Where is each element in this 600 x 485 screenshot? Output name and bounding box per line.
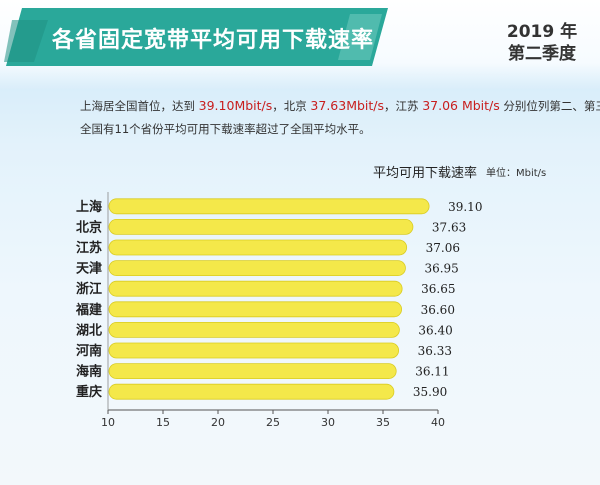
desc-value-shanghai: 39.10Mbit/s — [198, 98, 273, 113]
category-label: 海南 — [76, 364, 102, 380]
description-line-2: 全国有11个省份平均可用下载速率超过了全国平均水平。 — [80, 122, 371, 136]
category-label: 福建 — [75, 302, 102, 318]
data-label: 35.90 — [413, 385, 447, 399]
category-label: 湖北 — [76, 323, 102, 338]
data-label: 36.11 — [415, 365, 449, 379]
x-tick-label: 15 — [156, 416, 170, 429]
x-tick-label: 30 — [321, 416, 335, 429]
bar — [108, 301, 403, 318]
banner-shape — [6, 8, 388, 66]
bar — [108, 198, 430, 215]
category-label: 北京 — [76, 219, 102, 235]
x-tick-label: 40 — [431, 416, 445, 429]
desc-value-jiangsu: 37.06 Mbit/s — [422, 98, 500, 113]
banner-accent-right — [338, 14, 382, 60]
data-label: 36.40 — [418, 323, 452, 337]
title-banner — [4, 8, 388, 66]
legend-label: 平均可用下载速率 — [373, 166, 478, 181]
data-label: 37.63 — [432, 220, 466, 234]
category-label: 天津 — [76, 261, 102, 277]
bar — [108, 280, 403, 297]
bar — [108, 383, 395, 400]
data-label: 36.65 — [421, 282, 455, 296]
desc-text-g: 分别位列第二、第三 — [499, 99, 600, 113]
x-tick-label: 25 — [266, 416, 280, 429]
desc-text-c: ，北京 — [272, 99, 311, 113]
bar — [108, 363, 397, 380]
desc-text-a: 上海居全国首位，达到 — [80, 99, 199, 113]
bar — [108, 218, 414, 235]
quarter-label: 第二季度 — [508, 44, 576, 64]
category-label: 江苏 — [76, 240, 102, 256]
data-label: 36.60 — [421, 303, 455, 317]
category-label: 重庆 — [76, 384, 102, 400]
page-title: 各省固定宽带平均可用下载速率 — [52, 28, 375, 53]
banner-accent-left — [4, 20, 48, 62]
bar — [108, 260, 406, 277]
description-line-1: 上海居全国首位，达到 39.10Mbit/s，北京 37.63Mbit/s，江苏… — [80, 98, 600, 114]
category-label: 河南 — [76, 343, 102, 359]
desc-value-beijing: 37.63Mbit/s — [310, 98, 385, 113]
bar — [108, 342, 400, 359]
x-tick-label: 35 — [376, 416, 390, 429]
bar — [108, 321, 400, 338]
data-label: 36.33 — [418, 344, 452, 358]
category-label: 浙江 — [76, 281, 102, 297]
desc-text-e: ，江苏 — [384, 99, 423, 113]
x-tick-label: 10 — [101, 416, 115, 429]
year-label: 2019 年 — [506, 22, 578, 42]
x-tick-label: 20 — [211, 416, 225, 429]
unit-label: 单位：Mbit/s — [486, 168, 547, 179]
category-label: 上海 — [76, 199, 102, 215]
data-label: 39.10 — [448, 200, 482, 214]
data-label: 36.95 — [424, 262, 458, 276]
bar — [108, 239, 408, 256]
data-label: 37.06 — [426, 241, 460, 255]
